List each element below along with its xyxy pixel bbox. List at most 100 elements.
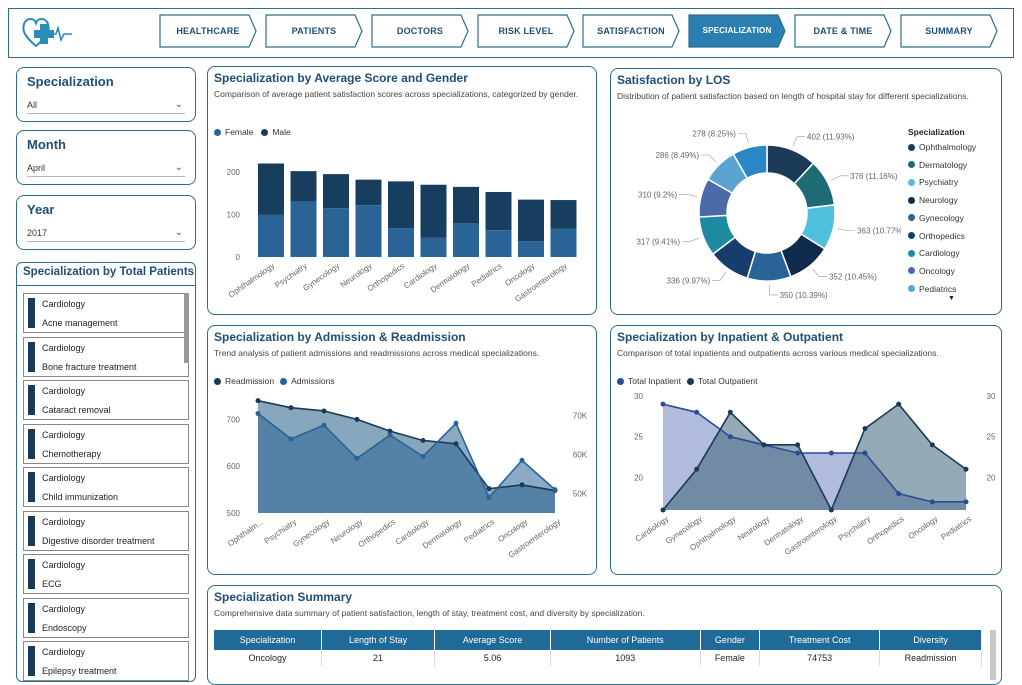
specialization-slicer[interactable]: Specialization All ⌄ — [16, 67, 196, 122]
column-header[interactable]: Average Score — [434, 630, 551, 650]
card-title: Satisfaction by LOS — [617, 73, 731, 87]
legend-scroll-down-icon[interactable]: ▼ — [948, 295, 955, 302]
legend-label: Cardiology — [919, 248, 960, 259]
x-tick-label: Pediatrics — [470, 261, 504, 289]
tab-healthcare[interactable]: HEALTHCARE — [159, 14, 257, 48]
column-header[interactable]: Diversity — [879, 630, 982, 650]
y-tick-label: 30 — [634, 392, 643, 401]
legend-title: Specialization — [908, 127, 965, 137]
legend-dot-icon — [214, 377, 221, 385]
table-cell: Oncology — [214, 650, 322, 666]
legend-dot-icon — [908, 178, 915, 186]
column-header[interactable]: Treatment Cost — [759, 630, 881, 650]
column-header[interactable]: Specialization — [214, 630, 322, 650]
outpatient-point — [727, 409, 733, 415]
y2-tick-label: 60K — [573, 451, 588, 460]
legend-dot-icon — [280, 377, 288, 385]
tab-summary[interactable]: SUMMARY — [900, 14, 998, 48]
chevron-down-icon[interactable]: ⌄ — [174, 227, 183, 238]
inpatient-point — [694, 409, 700, 415]
tab-label: SUMMARY — [925, 26, 973, 36]
legend-item[interactable]: Orthopedics — [908, 231, 965, 241]
summary-table: Specialization Length of Stay Average Scor… — [214, 630, 982, 666]
column-header[interactable]: Number of Patients — [550, 630, 701, 650]
list-item[interactable]: Cardiology Digestive disorder treatment — [23, 510, 189, 551]
outpatient-point — [929, 442, 935, 448]
table-header-row: Specialization Length of Stay Average Scor… — [214, 630, 982, 650]
item-treatment: Chemotherapy — [42, 448, 102, 459]
legend-item[interactable]: Psychiatry — [908, 177, 958, 187]
legend-item[interactable]: Dermatology — [908, 160, 967, 170]
card-title: Specialization by Inpatient & Outpatient — [617, 330, 844, 344]
legend-dot-icon — [908, 214, 915, 222]
slice-data-label: 286 (8.49%) — [655, 151, 699, 160]
tab-label: RISK LEVEL — [498, 26, 554, 36]
outpatient-point — [795, 442, 801, 448]
list-item[interactable]: Cardiology Epilepsy treatment — [23, 641, 189, 681]
card-title: Specialization Summary — [214, 590, 353, 604]
year-slicer[interactable]: Year 2017 ⌄ — [16, 195, 196, 250]
legend-label: Neurology — [919, 195, 958, 206]
legend-label: Total Outpatient — [697, 376, 758, 386]
list-item[interactable]: Cardiology Acne management — [23, 293, 189, 333]
list-item[interactable]: Cardiology Chemotherapy — [23, 423, 189, 464]
tab-label: SPECIALIZATION — [702, 26, 772, 35]
table-row[interactable]: Oncology 21 5.06 1093 Female 74753 Readmission — [214, 650, 982, 666]
item-color-bar — [28, 646, 35, 676]
month-dropdown[interactable]: April ⌄ — [27, 159, 185, 177]
legend-item[interactable]: Pediatrics — [908, 284, 956, 294]
chevron-down-icon[interactable]: ⌄ — [174, 99, 183, 110]
bar-female — [258, 214, 284, 257]
item-specialization: Cardiology — [42, 299, 86, 309]
table-scrollbar[interactable] — [990, 630, 996, 680]
outpatient-line — [662, 403, 967, 512]
slice-data-label: 336 (9.97%) — [667, 276, 711, 285]
card-title: Specialization by Total Patients — [23, 266, 195, 278]
list-item[interactable]: Cardiology Cataract removal — [23, 380, 189, 420]
admissions-point — [486, 494, 492, 500]
tab-doctors[interactable]: DOCTORS — [371, 14, 469, 48]
item-specialization: Cardiology — [42, 342, 86, 353]
tab-date-time[interactable]: DATE & TIME — [794, 14, 892, 48]
y-tick-label: 25 — [634, 433, 643, 442]
bar-male — [518, 199, 544, 242]
column-header[interactable]: Length of Stay — [321, 630, 436, 650]
card-title: Specialization by Average Score and Gend… — [214, 71, 468, 85]
month-slicer[interactable]: Month April ⌄ — [16, 130, 196, 185]
chevron-down-icon[interactable]: ⌄ — [174, 162, 183, 173]
tab-specialization[interactable]: SPECIALIZATION — [688, 14, 786, 48]
list-item[interactable]: Cardiology Child immunization — [23, 467, 189, 507]
card-subtitle: Distribution of patient satisfaction bas… — [617, 91, 969, 101]
bar-male — [550, 200, 577, 229]
scrollbar-thumb[interactable] — [184, 293, 189, 363]
item-treatment: Epilepsy treatment — [42, 666, 117, 676]
legend-item[interactable]: Ophthalmology — [908, 142, 976, 152]
legend-item[interactable]: Gynecology — [908, 213, 964, 223]
list-item[interactable]: Cardiology ECG — [23, 554, 189, 594]
tab-risk-level[interactable]: RISK LEVEL — [477, 14, 575, 48]
legend-dot-icon — [261, 128, 269, 136]
legend-label: Gynecology — [919, 212, 964, 223]
outpatient-point — [694, 466, 700, 472]
legend-item[interactable]: Cardiology — [908, 248, 960, 258]
year-dropdown[interactable]: 2017 ⌄ — [27, 224, 185, 242]
summary-card: Specialization Summary Comprehensive dat… — [207, 585, 1002, 685]
inout-area-chart: 202530202530CardiologyGynecologyOphthalm… — [634, 392, 996, 557]
legend-dot-icon — [908, 196, 915, 204]
list-item[interactable]: Cardiology Endoscopy — [23, 597, 189, 638]
tab-patients[interactable]: PATIENTS — [265, 14, 363, 48]
slicer-title: Month — [27, 137, 66, 152]
inpatient-point — [929, 499, 935, 505]
column-header[interactable]: Gender — [700, 630, 761, 650]
item-specialization: Cardiology — [42, 560, 86, 570]
bar-male — [258, 163, 284, 215]
tab-satisfaction[interactable]: SATISFACTION — [582, 14, 680, 48]
table-cell: Readmission — [879, 650, 982, 666]
admissions-point — [519, 457, 525, 463]
list-item[interactable]: Cardiology Bone fracture treatment — [23, 336, 189, 377]
legend-item[interactable]: Neurology — [908, 195, 958, 205]
specialization-dropdown[interactable]: All ⌄ — [27, 96, 185, 114]
admissions-line — [257, 412, 556, 499]
legend-item[interactable]: Oncology — [908, 266, 955, 276]
slice-data-label: 317 (9.41%) — [636, 237, 680, 246]
